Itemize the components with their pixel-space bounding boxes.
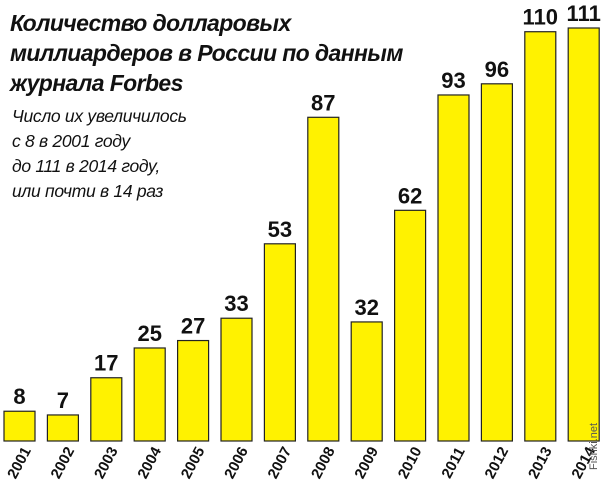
bar-2012 [480, 83, 513, 442]
bar-2007 [263, 243, 296, 442]
bar-2001 [3, 410, 36, 442]
bar-2010 [394, 209, 427, 442]
x-tick-label: 2012 [482, 444, 513, 481]
bar-value-label: 25 [137, 321, 161, 346]
bar-2013 [524, 31, 557, 442]
bar-2011 [437, 94, 470, 442]
x-tick-label: 2006 [221, 444, 252, 481]
bar-value-label: 62 [398, 183, 422, 208]
watermark: Fishki.net [588, 422, 600, 470]
bar-2014 [567, 27, 600, 442]
bar-value-label: 53 [268, 217, 292, 242]
bar-value-label: 33 [224, 291, 248, 316]
chart-title: Количество долларовых миллиардеров в Рос… [10, 10, 403, 96]
bar-value-label: 93 [441, 68, 465, 93]
subtitle-line: Число их увеличилось [12, 106, 187, 126]
bar-value-label: 87 [311, 90, 335, 115]
subtitle-line: до 111 в 2014 году, [12, 156, 160, 176]
x-tick-label: 2007 [265, 444, 296, 481]
x-tick-label: 2010 [395, 444, 426, 481]
x-tick-label: 2013 [525, 444, 556, 481]
subtitle-line: с 8 в 2001 году [12, 131, 130, 151]
x-tick-label: 2008 [308, 444, 339, 481]
x-tick-label: 2004 [134, 444, 165, 482]
bar-value-label: 110 [523, 5, 559, 30]
bar-2008 [307, 116, 340, 442]
bar-value-label: 8 [13, 384, 25, 409]
bar-value-label: 17 [94, 351, 118, 376]
x-tick-label: 2001 [4, 444, 35, 481]
chart-subtitle: Число их увеличилось с 8 в 2001 году до … [12, 104, 252, 204]
x-tick-label: 2011 [438, 445, 468, 482]
bar-2002 [46, 414, 80, 442]
bar-value-label: 27 [181, 314, 205, 339]
subtitle-line: или почти в 14 раз [12, 181, 164, 201]
bar-value-label: 7 [57, 388, 69, 413]
x-tick-label: 2009 [351, 444, 382, 481]
bar-2009 [350, 321, 383, 442]
x-tick-label: 2002 [48, 444, 79, 481]
x-tick-label: 2005 [178, 444, 209, 481]
bar-value-label: 96 [485, 57, 509, 82]
bar-2003 [90, 377, 123, 442]
bar-2005 [177, 339, 210, 442]
bar-value-label: 111 [567, 1, 601, 26]
bar-2006 [220, 317, 253, 442]
x-tick-label: 2003 [91, 444, 122, 481]
bar-value-label: 32 [354, 295, 378, 320]
bar-2004 [133, 347, 166, 442]
